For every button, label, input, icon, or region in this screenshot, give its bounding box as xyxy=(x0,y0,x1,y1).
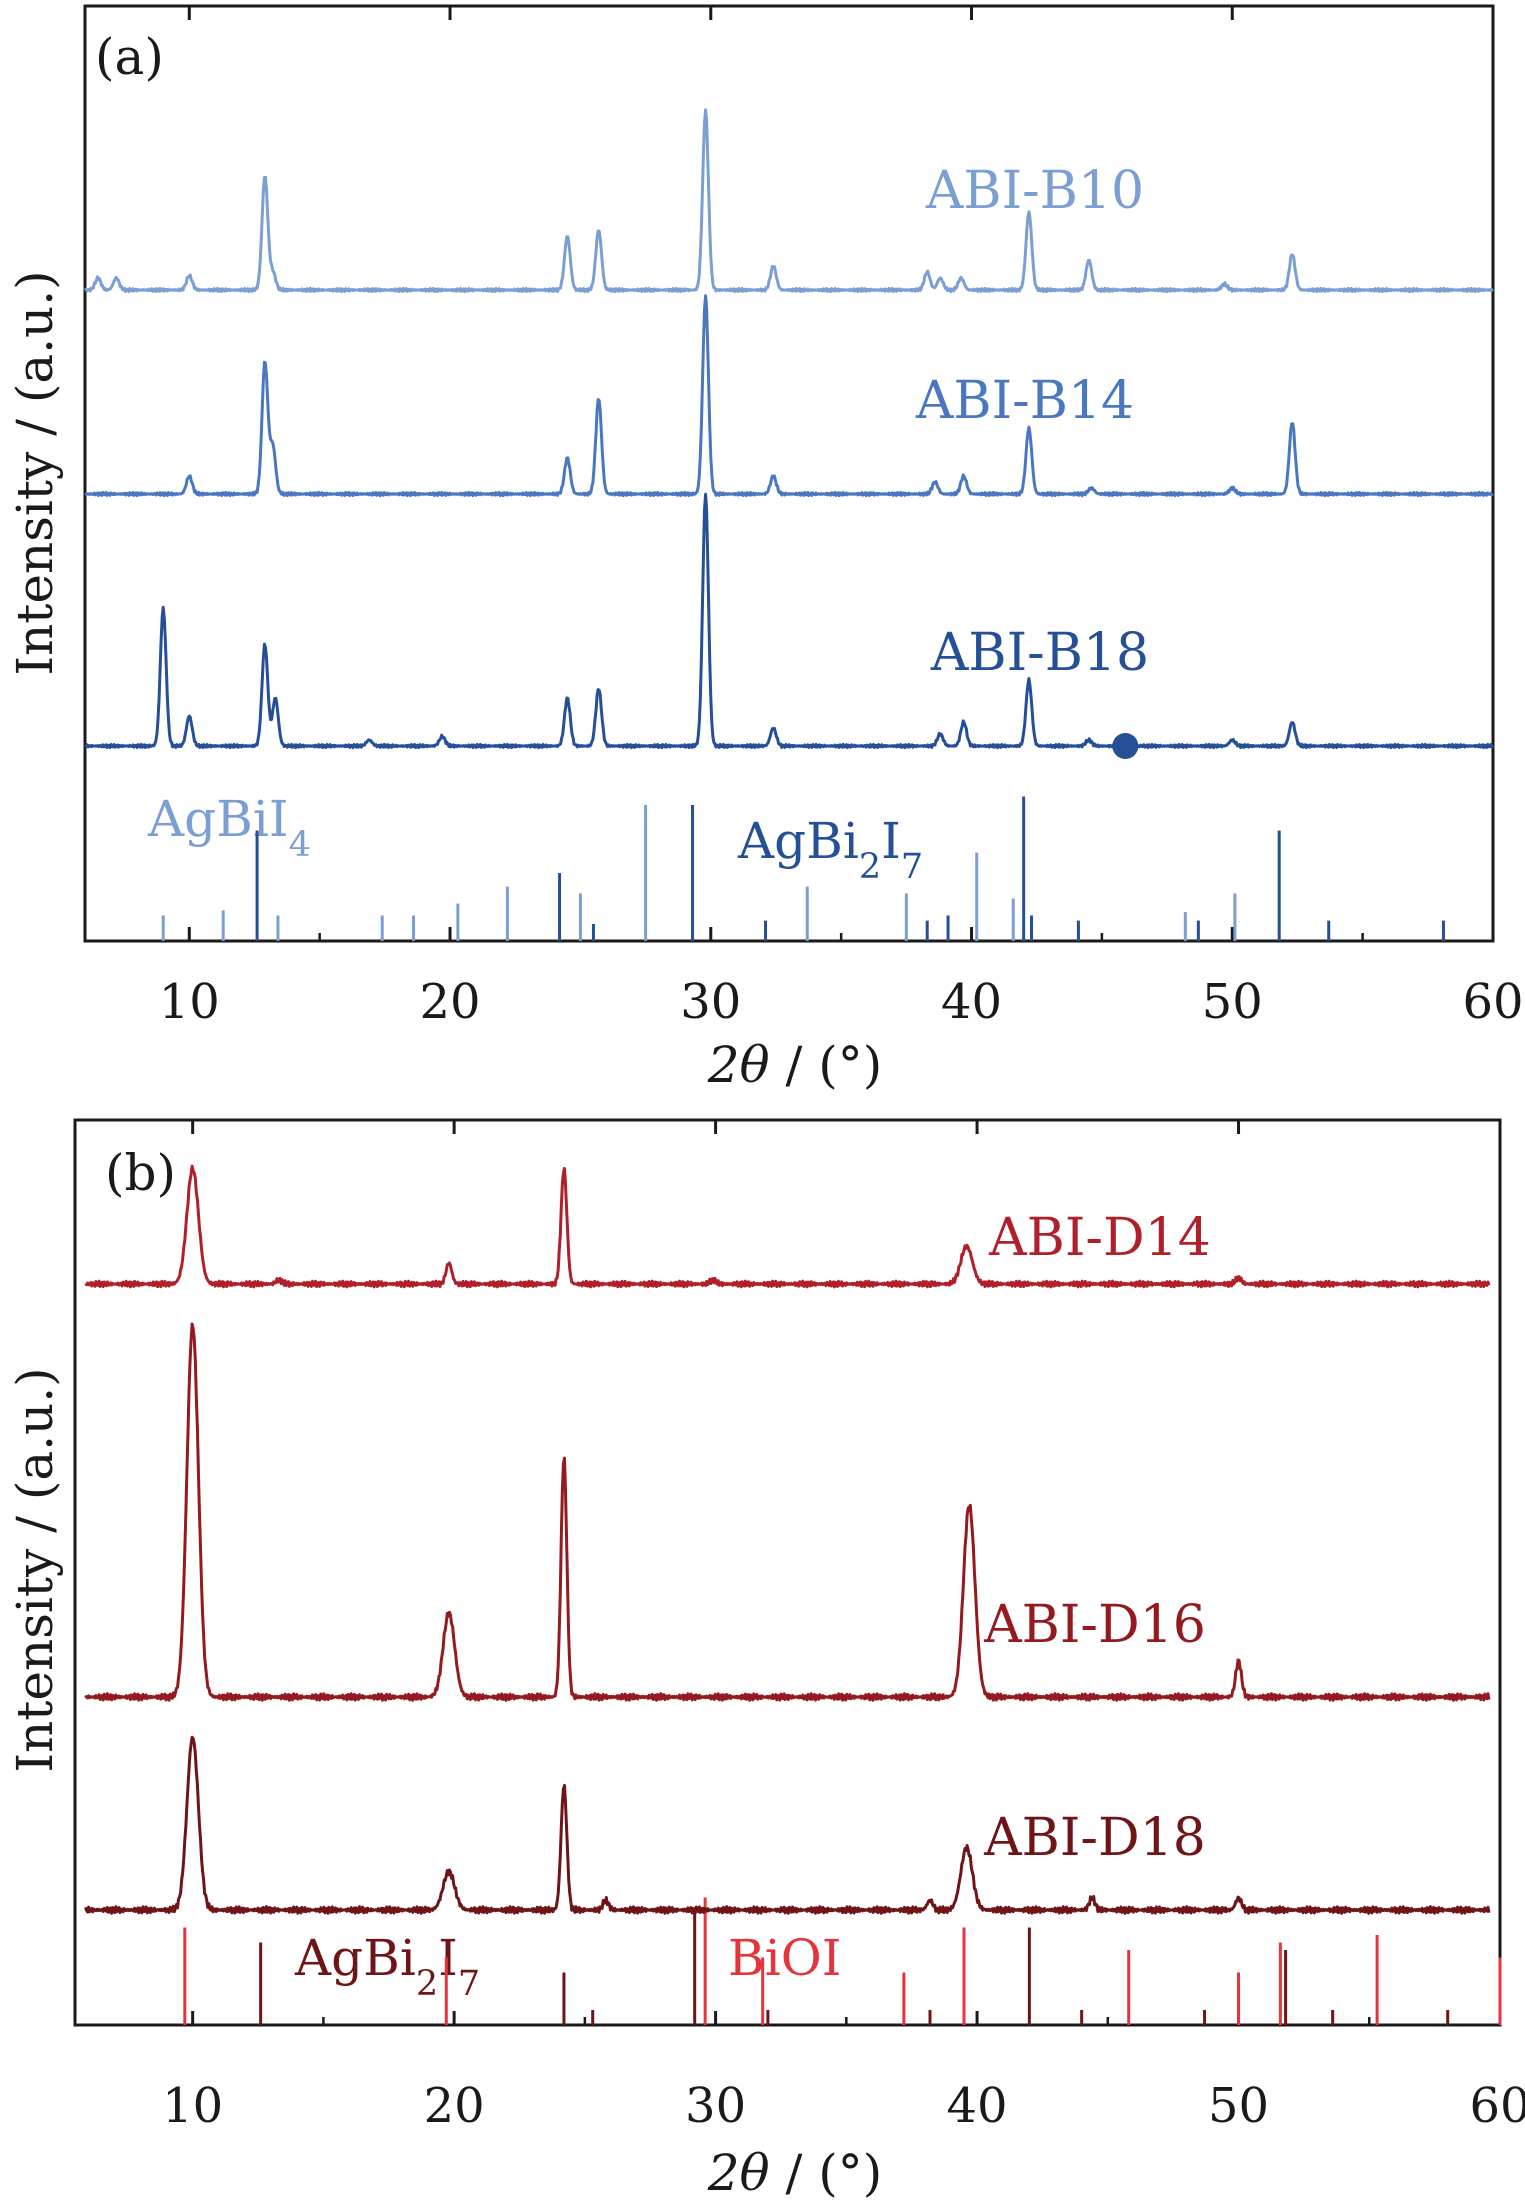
panel-a-x-axis-label: 2θ / (°) xyxy=(707,1036,883,1094)
panel-b-y-axis-label: Intensity / (a.u.) xyxy=(6,1367,64,1772)
series-label-abi-b10: ABI-B10 xyxy=(925,161,1144,221)
series-label-abi-b18: ABI-B18 xyxy=(930,623,1149,683)
series-label-abi-d14: ABI-D14 xyxy=(988,1208,1211,1268)
panel-b-reference-sticks: AgBi2I7 BiOI xyxy=(183,1897,1502,2025)
x-tick-label: 10 xyxy=(162,2078,223,2134)
panel-a-y-axis-label: Intensity / (a.u.) xyxy=(6,270,64,675)
series-line-abi-b10 xyxy=(83,108,1494,294)
reference-label-agbi2i7: AgBi2I7 xyxy=(294,1929,480,2004)
reference-agbi2i7: AgBi2I7 xyxy=(255,796,1445,941)
panel-a: (a) Intensity / (a.u.) 2θ / (°) 10 20 30 40… xyxy=(6,4,1524,1094)
reference-label-agbi2i7: AgBi2I7 xyxy=(737,812,923,887)
x-tick-label: 40 xyxy=(941,974,1002,1030)
panel-b-series: ABI-D14 ABI-D16 ABI-D18 xyxy=(84,1164,1491,1915)
x-tick-label: 50 xyxy=(1202,974,1263,1030)
reference-label-bioi: BiOI xyxy=(728,1929,841,1987)
series-line-abi-b18 xyxy=(84,492,1495,750)
x-tick-label: 60 xyxy=(1469,2078,1525,2134)
x-tick-label: 30 xyxy=(685,2078,746,2134)
series-label-abi-d16: ABI-D16 xyxy=(983,1595,1206,1655)
series-line-abi-d16 xyxy=(84,1322,1491,1702)
series-line-abi-d14 xyxy=(84,1164,1491,1289)
panel-a-reference-sticks: AgBiI4 AgBi2I7 xyxy=(147,790,1445,941)
x-tick-label: 30 xyxy=(680,974,741,1030)
x-tick-label: 60 xyxy=(1462,974,1523,1030)
panel-b: (b) Intensity / (a.u.) 2θ / (°) 10 20 30 40… xyxy=(6,1118,1525,2202)
series-label-abi-b14: ABI-B14 xyxy=(915,371,1134,431)
panel-b-x-axis-label: 2θ / (°) xyxy=(707,2144,883,2202)
series-line-abi-b14 xyxy=(84,294,1494,498)
panel-a-label: (a) xyxy=(95,28,164,86)
x-tick-label: 20 xyxy=(419,974,480,1030)
x-tick-label: 10 xyxy=(159,974,220,1030)
panel-a-x-ticks: 10 20 30 40 50 60 xyxy=(159,6,1524,1030)
panel-b-label: (b) xyxy=(105,1144,176,1202)
x-tick-label: 20 xyxy=(424,2078,485,2134)
reference-agbi2i7: AgBi2I7 xyxy=(259,1912,1450,2025)
reference-bioi: BiOI xyxy=(183,1897,1502,2025)
x-tick-label: 40 xyxy=(947,2078,1008,2134)
x-tick-label: 50 xyxy=(1208,2078,1269,2134)
series-line-abi-d18 xyxy=(84,1735,1491,1915)
panel-a-series: ABI-B10 ABI-B14 ABI-B18 xyxy=(83,108,1495,759)
reference-agbii4: AgBiI4 xyxy=(147,790,1237,941)
panel-b-frame xyxy=(73,1118,1502,2027)
impurity-marker xyxy=(1112,733,1139,759)
reference-label-agbii4: AgBiI4 xyxy=(147,790,311,865)
panel-b-x-ticks: 10 20 30 40 50 60 xyxy=(162,1120,1525,2134)
panel-a-frame xyxy=(83,4,1495,943)
series-label-abi-d18: ABI-D18 xyxy=(983,1808,1206,1868)
